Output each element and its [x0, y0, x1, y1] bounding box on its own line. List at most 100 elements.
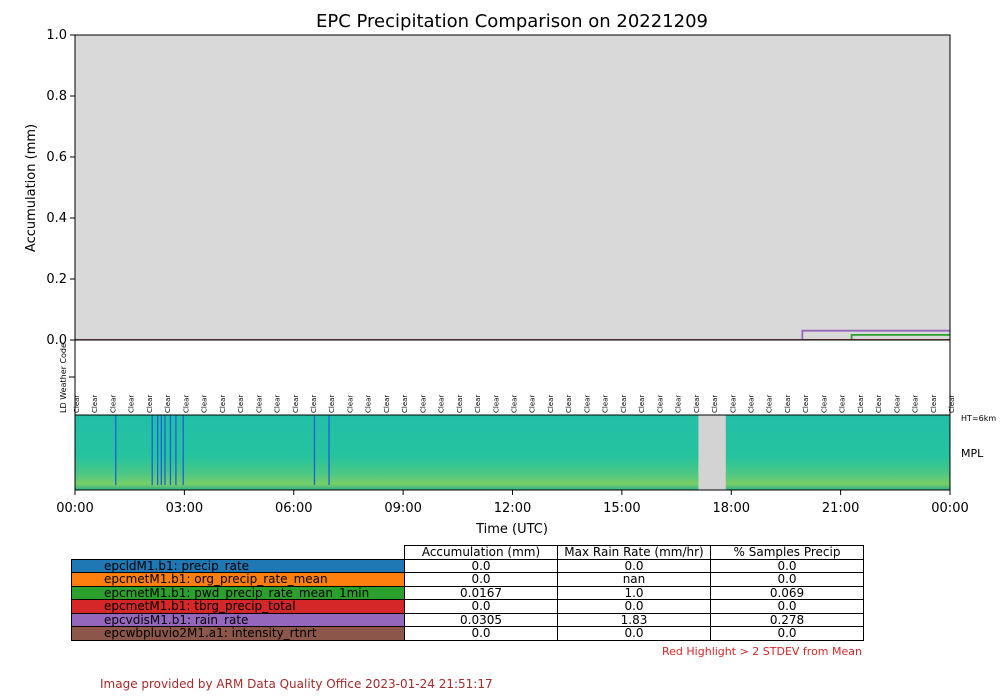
weather-code-label: Clear [109, 395, 117, 413]
x-tick-label: 18:00 [713, 501, 750, 516]
x-tick-label: 03:00 [166, 501, 203, 516]
weather-code-label: Clear [693, 395, 701, 413]
row-label: epcmetM1.b1: tbrg_precip_total [71, 599, 405, 614]
weather-code-label: Clear [73, 395, 81, 413]
weather-code-label: Clear [292, 395, 300, 413]
weather-code-label: Clear [492, 395, 500, 413]
y-tick-label: 0.0 [46, 333, 67, 348]
weather-code-label: Clear [638, 395, 646, 413]
weather-code-label: Clear [456, 395, 464, 413]
cell-value: 0.0 [557, 558, 711, 573]
cell-value: nan [557, 572, 711, 587]
mpl-heatmap [75, 415, 950, 490]
row-label: epcmetM1.b1: org_precip_rate_mean [71, 572, 405, 587]
weather-code-label: Clear [839, 395, 847, 413]
credit-text: Image provided by ARM Data Quality Offic… [100, 677, 493, 691]
cell-value: 0.0 [404, 626, 558, 641]
y-axis-label: Accumulation (mm) [24, 124, 39, 252]
statistics-table: Accumulation (mm) Max Rain Rate (mm/hr) … [71, 545, 864, 641]
weather-code-label: Clear [438, 395, 446, 413]
x-tick-label: 00:00 [931, 501, 968, 516]
cell-value: 0.0 [404, 599, 558, 614]
red-highlight-note: Red Highlight > 2 STDEV from Mean [662, 645, 862, 658]
weather-code-label: Clear [182, 395, 190, 413]
y-tick-label: 0.8 [46, 89, 67, 104]
weather-code-label: Clear [857, 395, 865, 413]
weather-code-label: Clear [784, 395, 792, 413]
weather-code-label: Clear [529, 395, 537, 413]
weather-code-label: Clear [310, 395, 318, 413]
weather-code-label: Clear [802, 395, 810, 413]
row-label: epcvdisM1.b1: rain_rate [71, 612, 405, 627]
mpl-streak [169, 415, 172, 485]
x-tick-label: 00:00 [56, 501, 93, 516]
mpl-streak [157, 415, 159, 485]
weather-code-label: Clear [164, 395, 172, 413]
cell-value: 0.0 [404, 572, 558, 587]
statistics-row: epcwbpluvio2M1.a1: intensity_rtnrt 0.0 0.0… [71, 626, 864, 641]
mpl-streak [313, 415, 316, 485]
weather-code-label: Clear [729, 395, 737, 413]
statistics-row: epcldM1.b1: precip_rate 0.0 0.0 0.0 [71, 558, 864, 573]
mpl-streaks [115, 415, 330, 485]
mpl-streak [151, 415, 153, 485]
mpl-label: MPL [961, 447, 984, 460]
mpl-streak [164, 415, 166, 485]
x-axis-ticks: 00:00 03:00 06:00 09:00 12:00 15:00 18:00 21:00… [56, 490, 969, 516]
cell-value: 0.0 [710, 572, 864, 587]
weather-code-strip [74, 339, 951, 416]
weather-code-label: Clear [602, 395, 610, 413]
y-tick-label: 0.6 [46, 150, 67, 165]
weather-code-label: Clear [675, 395, 683, 413]
statistics-row: epcmetM1.b1: org_precip_rate_mean 0.0 nan 0… [71, 572, 864, 587]
statistics-row: epcmetM1.b1: tbrg_precip_total 0.0 0.0 0.0 [71, 599, 864, 614]
mpl-data-gap [698, 415, 726, 490]
weather-code-label: Clear [875, 395, 883, 413]
cell-value: 0.0 [710, 626, 864, 641]
weather-code-label: Clear [766, 395, 774, 413]
weather-code-label: Clear [346, 395, 354, 413]
statistics-header-row: Accumulation (mm) Max Rain Rate (mm/hr) … [72, 545, 864, 560]
weather-code-label: Clear [565, 395, 573, 413]
accumulation-plot-area [75, 35, 950, 340]
statistics-row: epcmetM1.b1: pwd_precip_rate_mean_1min 0.… [71, 585, 864, 600]
cell-value: 0.0 [710, 558, 864, 573]
weather-code-label: Clear [219, 395, 227, 413]
cell-value: 0.0 [404, 558, 558, 573]
weather-code-label: Clear [747, 395, 755, 413]
weather-code-label: Clear [547, 395, 555, 413]
weather-code-label: Clear [419, 395, 427, 413]
y-tick-label: 1.0 [46, 28, 67, 43]
cell-value: 0.0 [557, 599, 711, 614]
y-tick-label: 0.2 [46, 272, 67, 287]
weather-code-label: Clear [912, 395, 920, 413]
mpl-height-label: HT=6km [961, 414, 996, 423]
weather-code-label: Clear [383, 395, 391, 413]
mpl-streak [160, 415, 162, 485]
weather-code-label: Clear [893, 395, 901, 413]
cell-value: 0.069 [710, 585, 864, 600]
cell-value: 0.0 [557, 626, 711, 641]
cell-value: 1.0 [557, 585, 711, 600]
weather-code-label: Clear [201, 395, 209, 413]
weather-code-label: Clear [656, 395, 664, 413]
weather-code-axis-label: LD Weather Code [59, 343, 68, 413]
row-label: epcwbpluvio2M1.a1: intensity_rtnrt [71, 626, 405, 641]
cell-value: 0.278 [710, 612, 864, 627]
weather-code-label: Clear [128, 395, 136, 413]
x-tick-label: 09:00 [384, 501, 421, 516]
weather-code-label: Clear [401, 395, 409, 413]
weather-code-label: Clear [237, 395, 245, 413]
mpl-streak [115, 415, 117, 485]
cell-value: 0.0305 [404, 612, 558, 627]
statistics-row: epcvdisM1.b1: rain_rate 0.0305 1.83 0.278 [71, 612, 864, 627]
weather-code-label: Clear [474, 395, 482, 413]
weather-code-label: Clear [365, 395, 373, 413]
x-tick-label: 21:00 [822, 501, 859, 516]
weather-code-label: Clear [948, 395, 956, 413]
mpl-streak [175, 415, 177, 485]
x-tick-label: 15:00 [603, 501, 640, 516]
weather-code-label: Clear [511, 395, 519, 413]
mpl-streak [328, 415, 330, 485]
weather-code-label: Clear [711, 395, 719, 413]
